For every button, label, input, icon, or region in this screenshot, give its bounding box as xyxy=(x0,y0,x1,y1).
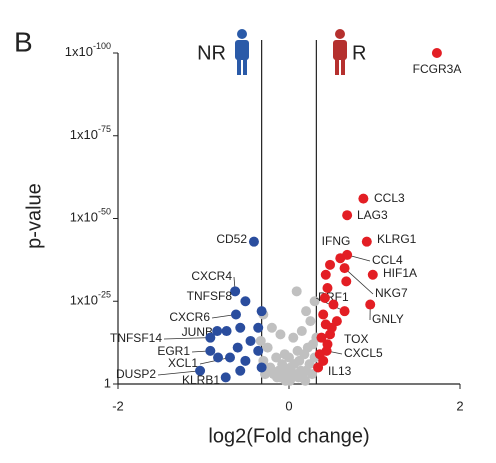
x-axis-title: log2(Fold change) xyxy=(208,425,369,447)
point xyxy=(318,309,329,320)
point xyxy=(319,292,330,303)
point xyxy=(431,48,442,58)
point xyxy=(341,276,352,287)
point xyxy=(367,269,378,280)
point xyxy=(342,210,353,221)
point-label: IFNG xyxy=(322,234,351,248)
point xyxy=(213,352,224,363)
point xyxy=(212,326,223,337)
x-tick-label: 2 xyxy=(456,398,463,413)
point-label: KLRG1 xyxy=(377,232,417,246)
point-label: CCL4 xyxy=(372,253,403,267)
leader-line xyxy=(157,370,201,376)
x-tick-label: 0 xyxy=(285,398,292,413)
point xyxy=(253,322,264,333)
point-label: CXCR6 xyxy=(169,310,210,324)
point xyxy=(305,316,316,327)
point xyxy=(255,335,266,346)
point xyxy=(205,332,216,343)
point xyxy=(275,329,286,340)
point xyxy=(235,322,246,333)
point xyxy=(235,365,246,376)
point xyxy=(230,286,241,297)
point xyxy=(272,372,283,383)
point xyxy=(318,355,329,366)
point-label: EGR1 xyxy=(157,344,190,358)
point xyxy=(326,322,337,333)
point xyxy=(245,335,256,346)
group-label-nr: NR xyxy=(197,42,226,64)
x-tick-label: -2 xyxy=(112,398,124,413)
point xyxy=(291,286,302,297)
point-label: TOX xyxy=(344,332,368,346)
point xyxy=(195,365,206,376)
point-label: FCGR3A xyxy=(413,62,462,76)
point-label: HIF1A xyxy=(383,266,417,280)
point xyxy=(253,345,264,356)
point xyxy=(262,342,273,353)
point xyxy=(361,236,372,247)
leader-line xyxy=(344,267,374,295)
point-label: TNFSF8 xyxy=(187,289,233,303)
point xyxy=(320,269,331,280)
y-axis-title: p-value xyxy=(23,183,45,249)
point xyxy=(256,306,267,317)
point-label: DUSP2 xyxy=(116,367,156,381)
point xyxy=(322,339,333,350)
group-label-r: R xyxy=(352,42,366,64)
point-label: NKG7 xyxy=(375,286,408,300)
point xyxy=(266,322,277,333)
point-label: KLRB1 xyxy=(182,373,220,387)
point xyxy=(325,259,336,270)
point xyxy=(316,332,327,343)
point xyxy=(358,193,369,204)
point xyxy=(221,326,232,337)
point-label: CD52 xyxy=(216,232,247,246)
point xyxy=(240,355,251,366)
point xyxy=(328,299,339,310)
point-label: CXCL5 xyxy=(344,346,383,360)
point xyxy=(342,249,353,260)
point xyxy=(307,369,318,380)
y-tick-label: 1x10-50 xyxy=(70,207,111,225)
point xyxy=(230,309,241,320)
point xyxy=(248,236,259,247)
point xyxy=(232,342,243,353)
point xyxy=(225,352,236,363)
point xyxy=(240,296,251,307)
icon-person-nr xyxy=(235,29,249,75)
y-tick-label: 1x10-100 xyxy=(65,41,111,59)
point-label: LAG3 xyxy=(357,208,388,222)
point xyxy=(339,263,350,274)
point xyxy=(280,375,291,386)
point xyxy=(296,326,307,337)
point xyxy=(365,299,376,310)
point xyxy=(256,362,267,373)
y-tick-label: 1x10-75 xyxy=(70,124,111,142)
point xyxy=(288,332,299,343)
point xyxy=(205,345,216,356)
point-label: GNLY xyxy=(372,312,404,326)
point-label: XCL1 xyxy=(168,356,198,370)
point xyxy=(301,306,312,317)
point-label: CCL3 xyxy=(374,191,405,205)
point xyxy=(322,283,333,294)
point-label: TNFSF14 xyxy=(110,331,162,345)
leader-line xyxy=(163,337,211,340)
y-tick-label: 1x10-25 xyxy=(70,290,111,308)
point xyxy=(339,306,350,317)
point-label: IL13 xyxy=(328,364,352,378)
point xyxy=(300,375,311,386)
point xyxy=(271,352,282,363)
point xyxy=(220,372,231,383)
point-label: CXCR4 xyxy=(191,269,232,283)
icon-person-r xyxy=(333,29,347,75)
y-tick-label: 1 xyxy=(104,375,111,390)
point-label: JUNB xyxy=(182,325,213,339)
panel-letter: B xyxy=(14,26,33,57)
